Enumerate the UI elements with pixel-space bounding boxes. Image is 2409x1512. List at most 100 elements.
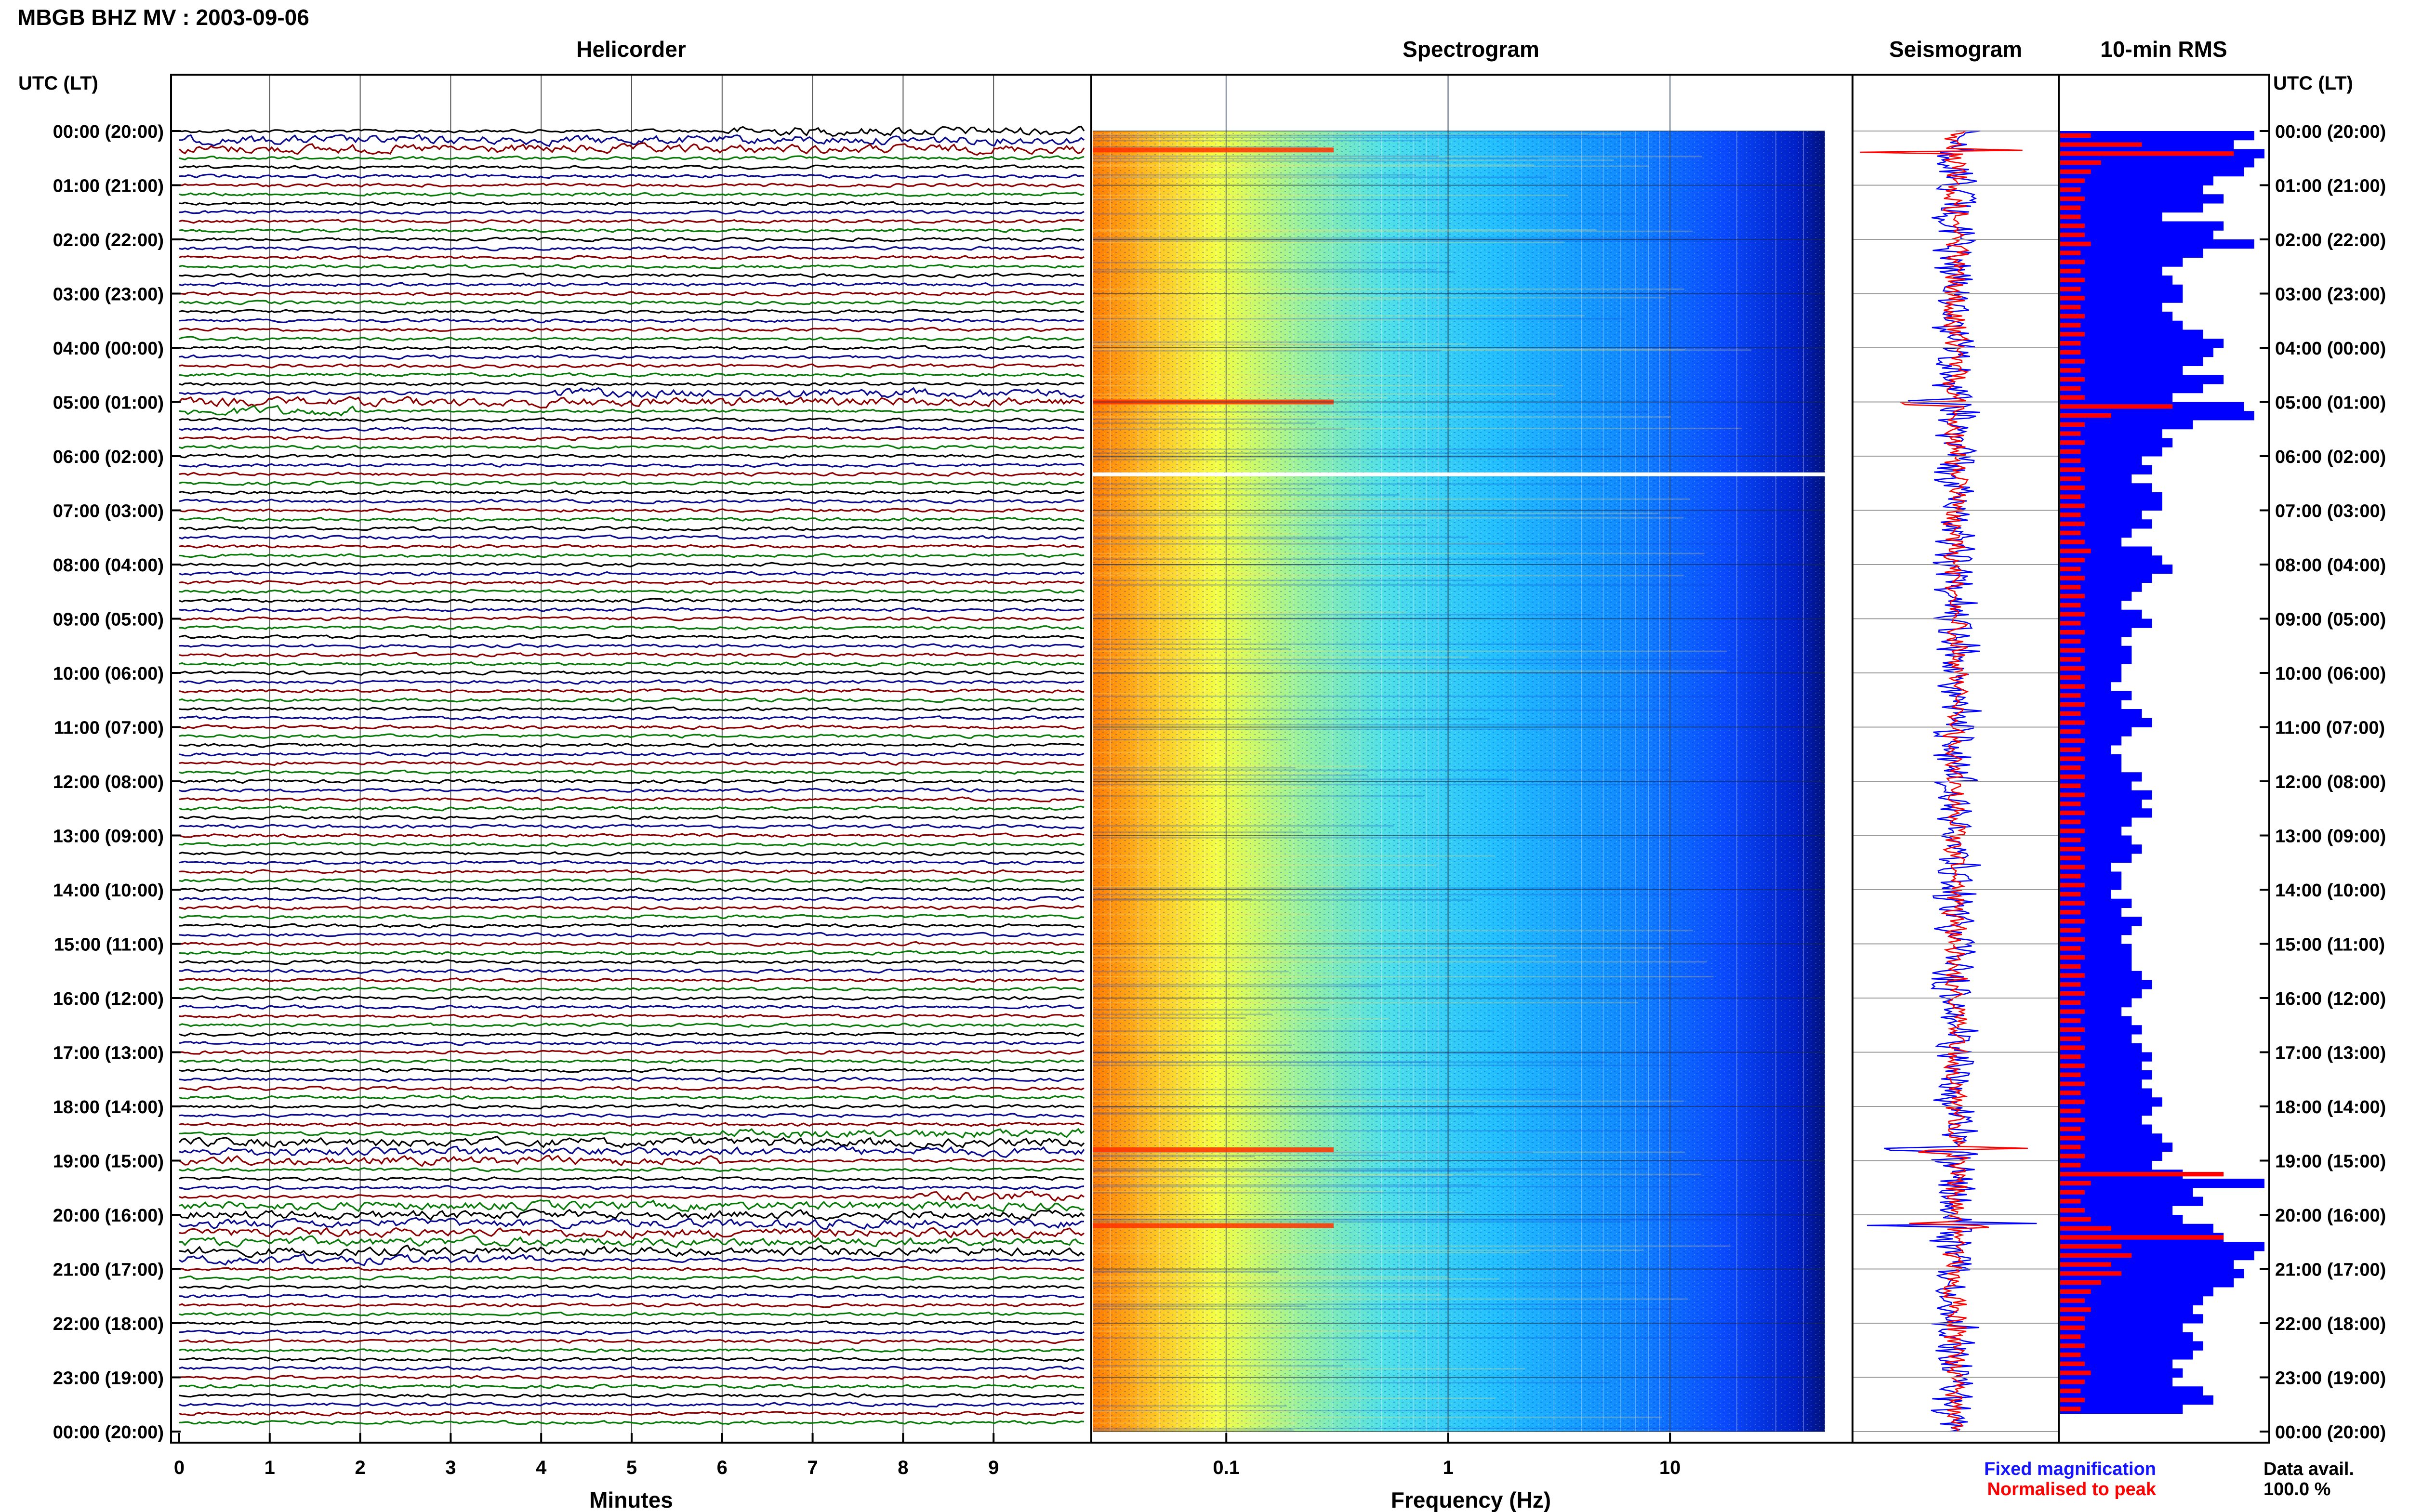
helicorder-trace (179, 761, 1085, 766)
helicorder-x-tick-label: 1 (265, 1457, 275, 1478)
spectrogram-streak (1093, 1065, 1679, 1066)
spectrogram-streak (1093, 1410, 1514, 1412)
legend-fixed-magnification: Fixed magnification (1984, 1459, 2156, 1479)
rms-bar-fixed (2060, 131, 2254, 141)
rms-bar-normalised (2060, 919, 2085, 924)
rms-bar-normalised (2060, 828, 2085, 833)
time-tick-label-left: 03:00 (23:00) (53, 285, 164, 305)
rms-bar-normalised (2060, 892, 2081, 897)
spectrogram-streak (1093, 898, 1252, 900)
spectrogram-streak (1093, 517, 1684, 519)
rms-bar-fixed (2060, 429, 2162, 438)
spectrogram-streak (1093, 1061, 1430, 1063)
spectrogram-streak (1093, 1294, 1442, 1296)
rms-bar-normalised (2060, 1307, 2091, 1312)
spectrogram-streak (1093, 670, 1727, 672)
spectrogram-streak (1093, 1286, 1602, 1288)
time-tick-label-left: 13:00 (09:00) (53, 827, 164, 847)
helicorder-trace (179, 246, 1085, 251)
spectrogram-streak (1093, 194, 1568, 196)
helicorder-trace (179, 1031, 1085, 1037)
spectrogram-streak (1093, 767, 1296, 769)
rms-bar-normalised (2060, 612, 2085, 617)
helicorder-trace (179, 237, 1085, 243)
rms-bar-normalised (2060, 224, 2085, 228)
helicorder-trace (178, 1135, 1085, 1149)
spectrogram-streak (1093, 536, 1469, 538)
rms-bar-normalised (2060, 910, 2081, 915)
rms-bar-normalised (2060, 521, 2085, 526)
rms-bar-fixed (2060, 1187, 2193, 1197)
rms-bar-normalised (2060, 1244, 2122, 1249)
spectrogram-streak (1093, 1305, 1306, 1307)
rms-bar-fixed (2060, 1196, 2203, 1206)
rms-bar-fixed (2060, 1359, 2173, 1369)
helicorder-trace (179, 1244, 1085, 1258)
spectrogram-streak (1093, 638, 1252, 640)
helicorder-trace (179, 1253, 1085, 1266)
rms-bar-normalised (2060, 539, 2085, 544)
rms-bar-fixed (2060, 555, 2162, 565)
rms-bar-normalised (2060, 1226, 2111, 1231)
spectrogram-streak (1093, 693, 1265, 695)
helicorder-trace (179, 327, 1085, 333)
spectrogram-streak (1093, 1365, 1343, 1367)
spectrogram-streak (1093, 349, 1685, 351)
helicorder-trace (179, 255, 1085, 260)
rms-bar-normalised (2060, 260, 2085, 264)
helicorder-trace (179, 688, 1085, 694)
spectrogram-streak (1093, 393, 1556, 395)
rms-bar-fixed (2060, 420, 2193, 430)
spectrogram-event-band (1093, 147, 1334, 153)
rms-bar-fixed (2060, 393, 2173, 402)
spectrogram-streak (1093, 350, 1441, 352)
spectrogram-streak (1093, 134, 1589, 136)
helicorder-trace (179, 1103, 1085, 1110)
time-tick-label-left: 00:00 (20:00) (53, 1422, 164, 1443)
spectrogram-streak (1093, 864, 1437, 866)
time-tick-label-left: 16:00 (12:00) (53, 989, 164, 1009)
rms-bar-fixed (2060, 1143, 2173, 1152)
rms-bar-normalised (2060, 178, 2085, 183)
spectrogram-streak (1093, 237, 1709, 239)
helicorder-trace (179, 941, 1085, 947)
spectrogram-streak (1093, 1298, 1688, 1300)
spectrogram-streak (1093, 1155, 1389, 1157)
rms-bar-normalised (2060, 855, 2081, 861)
rms-bar-normalised (2060, 901, 2085, 906)
rms-bar-fixed (2060, 320, 2183, 330)
spectrogram-streak (1093, 648, 1290, 650)
spectrogram-streak (1093, 378, 1349, 380)
rms-bar-normalised (2060, 693, 2081, 698)
rms-bar-normalised (2060, 250, 2081, 255)
rms-bar-fixed (2060, 284, 2183, 294)
time-tick-label-right: 04:00 (00:00) (2275, 339, 2386, 359)
rms-bar-normalised (2060, 557, 2085, 563)
helicorder-trace (179, 363, 1085, 369)
rms-bar-normalised (2060, 287, 2081, 291)
time-tick-label-right: 06:00 (02:00) (2275, 447, 2386, 467)
rms-bar-normalised (2060, 802, 2081, 806)
helicorder-trace (179, 1311, 1085, 1317)
rms-bar-normalised (2060, 819, 2081, 825)
helicorder-trace (179, 210, 1085, 215)
spectrogram-streak (1093, 584, 1711, 586)
rms-bar-normalised (2060, 720, 2085, 725)
helicorder-trace (179, 607, 1085, 613)
spectrogram-streak (1093, 1112, 1474, 1114)
spectrogram-streak (1093, 298, 1402, 300)
time-tick-label-right: 03:00 (23:00) (2275, 285, 2386, 305)
helicorder-trace (178, 395, 1085, 409)
rms-bar-normalised (2060, 576, 2085, 580)
rms-bar-normalised (2060, 1352, 2081, 1357)
helicorder-trace (179, 823, 1085, 829)
time-tick-label-right: 12:00 (08:00) (2275, 772, 2386, 792)
spectrogram-streak (1093, 396, 1388, 398)
spectrogram-streak (1093, 1009, 1330, 1011)
spectrogram-streak (1093, 930, 1693, 932)
rms-bar-normalised (2060, 1361, 2085, 1367)
spectrogram-streak (1093, 947, 1665, 949)
rms-bar-normalised (2060, 666, 2085, 671)
helicorder-trace (179, 526, 1085, 532)
rms-bar-normalised (2060, 729, 2081, 734)
